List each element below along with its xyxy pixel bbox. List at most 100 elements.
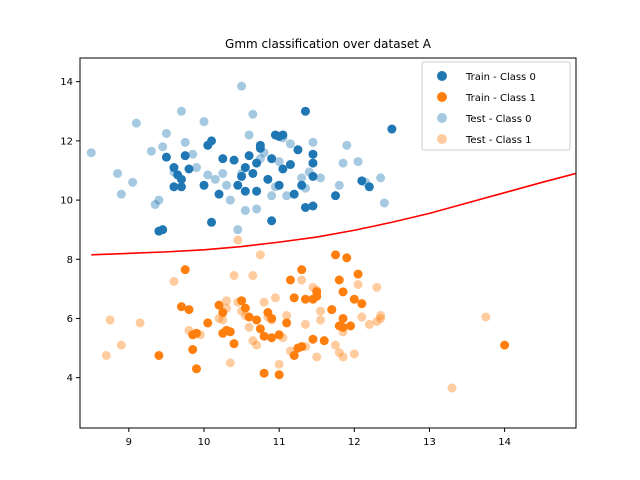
data-point — [289, 293, 299, 303]
data-point — [263, 312, 273, 322]
data-point — [312, 291, 322, 301]
series-test-class-0 — [86, 81, 389, 235]
x-tick-label: 14 — [498, 437, 511, 448]
data-point — [285, 139, 295, 149]
data-point — [233, 180, 243, 190]
data-point — [169, 276, 179, 286]
data-point — [338, 322, 348, 332]
x-tick-label: 12 — [348, 437, 361, 448]
data-point — [135, 318, 145, 328]
data-point — [101, 350, 111, 360]
data-point — [327, 305, 337, 315]
data-point — [274, 157, 284, 167]
data-point — [199, 117, 209, 127]
data-point — [252, 204, 262, 214]
data-point — [248, 271, 258, 281]
data-point — [240, 186, 250, 196]
data-point — [267, 154, 277, 164]
data-point — [184, 305, 194, 315]
data-point — [248, 168, 258, 178]
data-point — [176, 182, 186, 192]
data-point — [308, 137, 318, 147]
data-point — [188, 345, 198, 355]
data-point — [210, 174, 220, 184]
data-point — [338, 327, 348, 337]
data-point — [278, 164, 288, 174]
data-point — [357, 299, 367, 309]
data-point — [207, 136, 217, 146]
data-point — [225, 358, 235, 368]
data-point — [376, 173, 386, 183]
data-point — [252, 158, 262, 168]
data-point — [158, 142, 168, 152]
data-point — [300, 294, 310, 304]
data-point — [346, 321, 356, 331]
data-point — [274, 330, 284, 340]
data-point — [267, 313, 277, 323]
data-point — [255, 154, 265, 164]
data-point — [315, 315, 325, 325]
legend-label-test-class-0: Test - Class 0 — [465, 114, 532, 125]
data-point — [308, 158, 318, 168]
data-point — [154, 195, 164, 205]
data-point — [327, 305, 337, 315]
data-point — [240, 163, 250, 173]
data-point — [274, 370, 284, 380]
legend-label-train-class-1: Train - Class 1 — [465, 93, 536, 104]
data-point — [304, 167, 314, 177]
data-point — [237, 296, 247, 306]
data-point — [248, 336, 258, 346]
data-point — [176, 174, 186, 184]
y-tick-label: 14 — [60, 77, 73, 88]
y-tick-label: 4 — [67, 373, 73, 384]
data-point — [244, 312, 254, 322]
data-point — [150, 200, 160, 210]
data-point — [376, 313, 386, 323]
legend-label-test-class-1: Test - Class 1 — [465, 135, 532, 146]
data-point — [105, 315, 115, 325]
data-point — [353, 269, 363, 279]
data-point — [191, 163, 201, 173]
data-point — [289, 189, 299, 199]
data-point — [222, 180, 232, 190]
data-point — [447, 383, 457, 393]
data-point — [180, 265, 190, 275]
data-point — [237, 306, 247, 316]
data-point — [349, 294, 359, 304]
data-point — [169, 182, 179, 192]
data-point — [184, 325, 194, 335]
data-point — [191, 328, 201, 338]
data-point — [229, 155, 239, 165]
y-tick-label: 12 — [60, 136, 73, 147]
data-point — [131, 118, 141, 128]
data-point — [229, 271, 239, 281]
data-point — [267, 216, 277, 226]
data-point — [255, 324, 265, 334]
legend-label-train-class-0: Train - Class 0 — [465, 72, 536, 83]
data-point — [270, 182, 280, 192]
decision-boundary-line — [91, 172, 577, 256]
data-point — [331, 191, 341, 201]
data-point — [176, 302, 186, 312]
data-point — [285, 275, 295, 285]
data-point — [188, 149, 198, 159]
x-tick-label: 13 — [423, 437, 436, 448]
data-point — [218, 315, 228, 325]
data-point — [158, 225, 168, 235]
x-axis: 9 10 11 12 13 14 — [126, 428, 511, 448]
x-tick-label: 9 — [126, 437, 132, 448]
series-train-class-1 — [154, 250, 510, 380]
data-point — [319, 336, 329, 346]
data-point — [214, 300, 224, 310]
legend-box — [421, 61, 571, 151]
data-point — [282, 191, 292, 201]
data-point — [338, 313, 348, 323]
data-point — [248, 109, 258, 119]
data-point — [372, 316, 382, 326]
data-point — [274, 359, 284, 369]
data-point — [255, 143, 265, 153]
data-point — [240, 311, 250, 321]
data-point — [237, 168, 247, 178]
data-point — [255, 250, 265, 260]
